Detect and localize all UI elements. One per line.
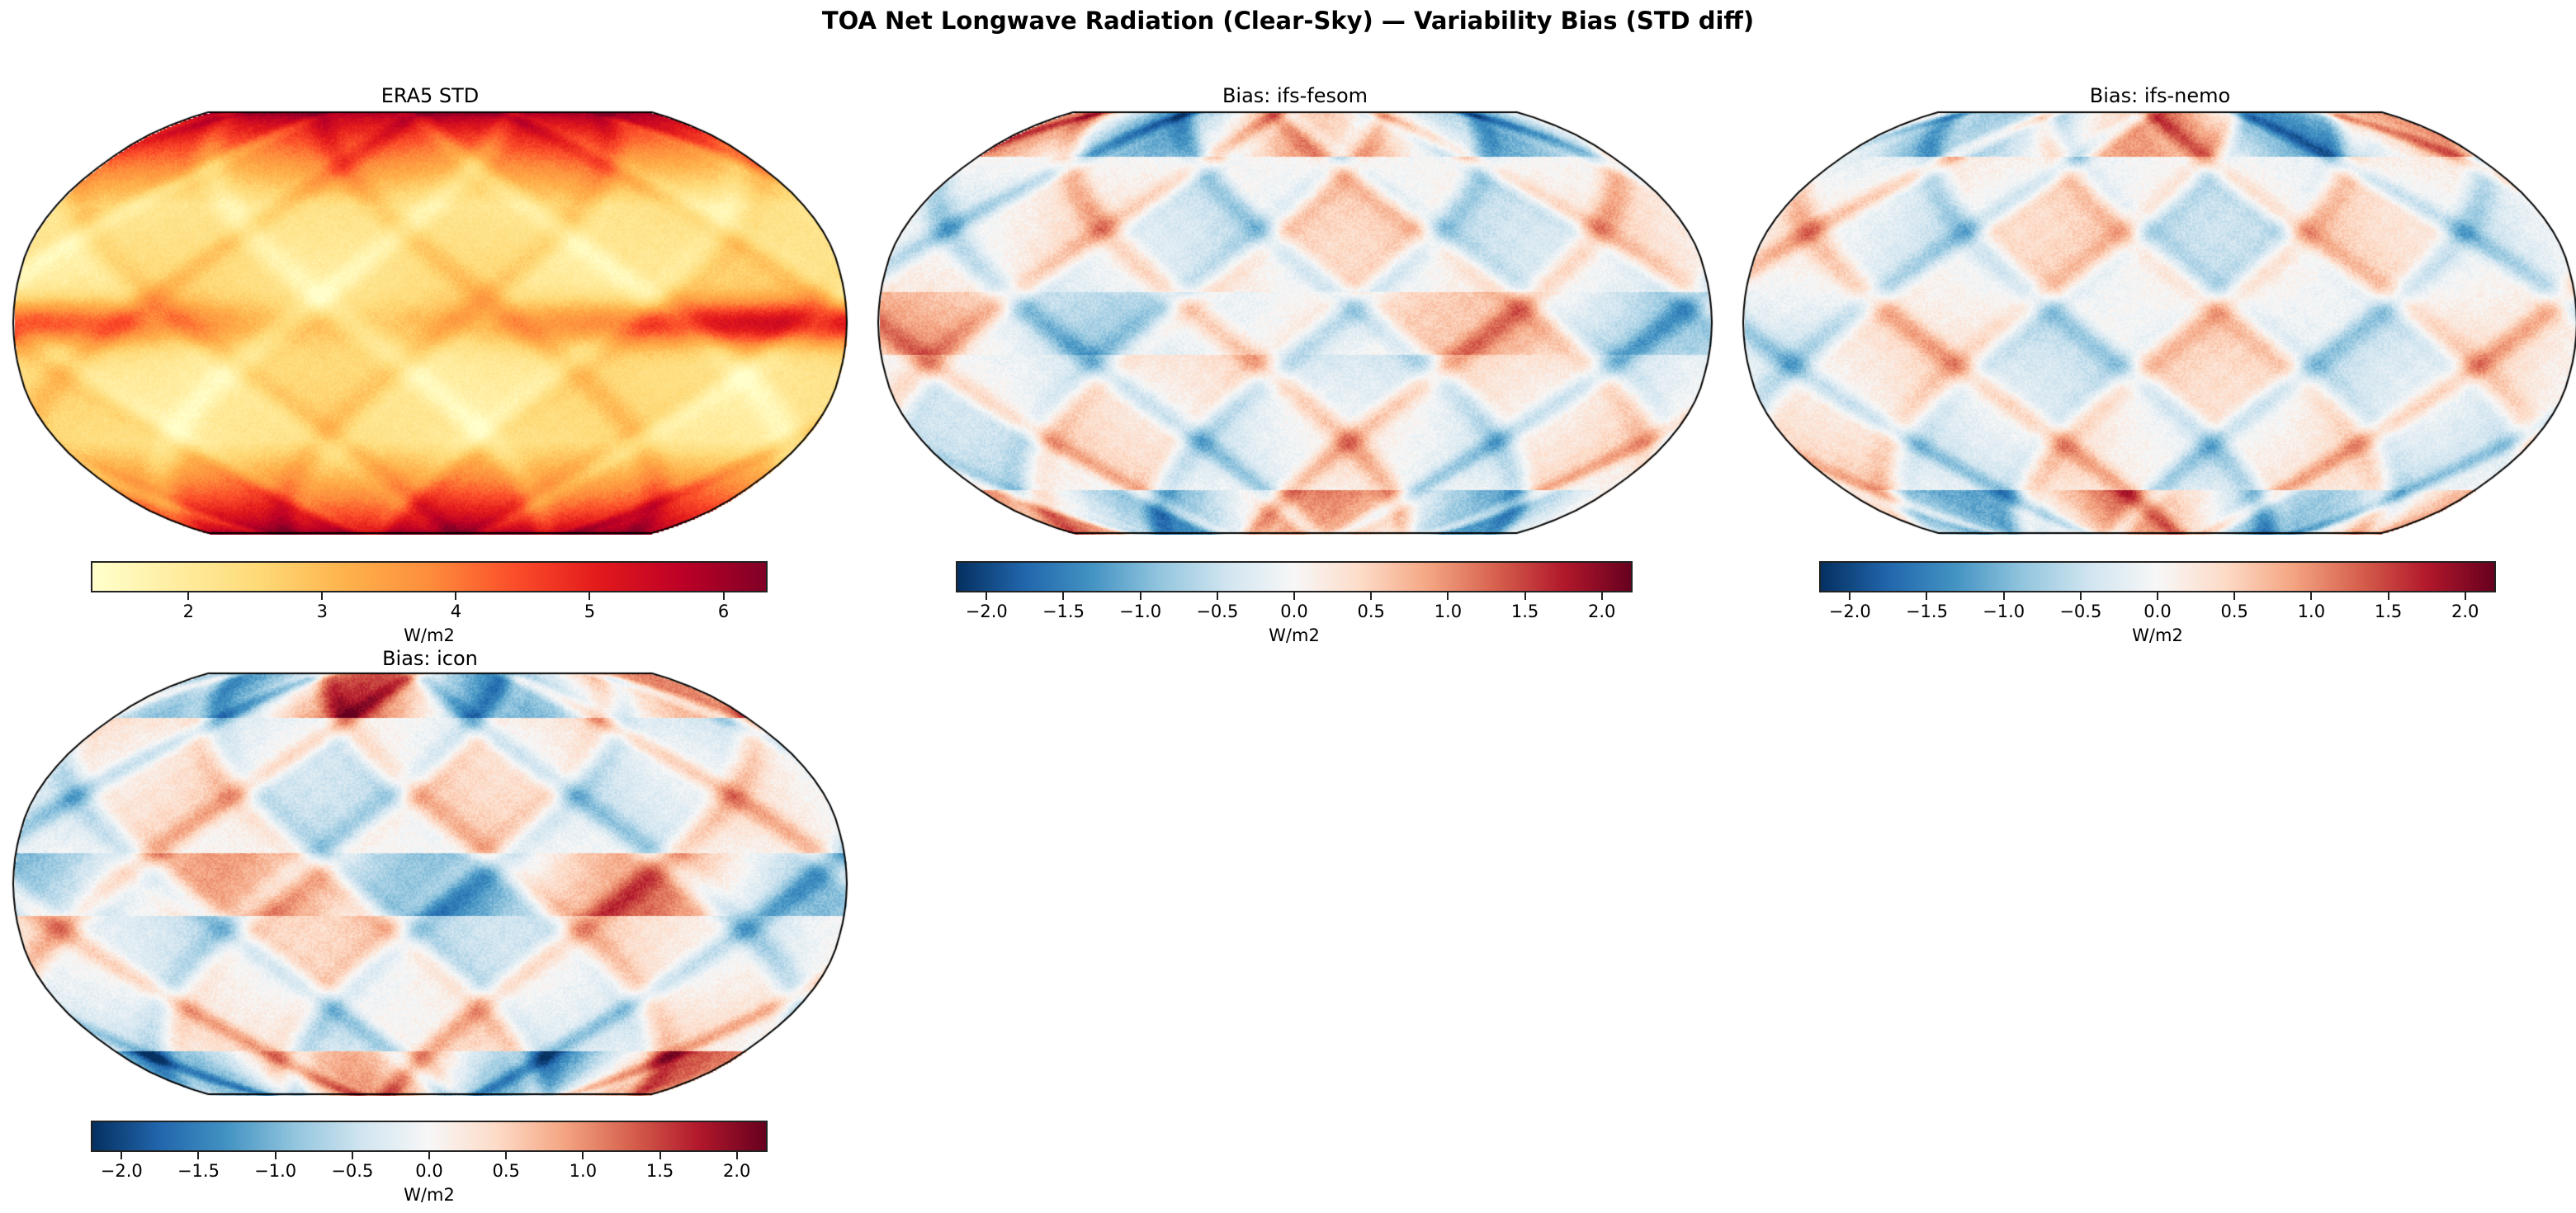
colorbar-tick-label: 5 [584,602,596,621]
colorbar-tick [321,592,324,600]
colorbar-tick [121,1152,123,1159]
colorbar-tick-label: −1.0 [254,1161,297,1181]
colorbar-tick [2157,592,2158,600]
colorbar-tick-label: 3 [316,602,328,621]
colorbar-tick [1849,592,1851,600]
colorbar-tick [187,592,190,600]
panel-title: ERA5 STD [380,84,480,107]
panel-title: Bias: ifs-nemo [2089,84,2231,107]
colorbar-tick [274,1152,277,1159]
colorbar-tick [197,1152,200,1159]
map-heatmap-4 [12,672,848,1096]
colorbar-tick [351,1152,353,1159]
map-heatmap-1 [12,111,848,535]
colorbar-tick [2464,592,2466,600]
colorbar-tick-label: −1.5 [177,1161,220,1181]
colorbar-label: W/m2 [404,625,455,645]
colorbar-tick-label: −0.5 [2059,602,2102,621]
colorbar-tick-label: −1.0 [1983,602,2025,621]
colorbar-tick [2387,592,2389,600]
colorbar-tick [1447,592,1449,600]
colorbar-tick-label: 1.5 [645,1161,674,1181]
colorbar [1819,561,2496,592]
colorbar-tick-label: 2.0 [2451,602,2479,621]
colorbar-tick [1600,592,1603,600]
colorbar [956,561,1633,592]
colorbar-tick-label: 2.0 [723,1161,751,1181]
colorbar-tick [735,1152,738,1159]
panel-title: Bias: icon [382,647,478,670]
colorbar-tick-label: 0.5 [2220,602,2248,621]
colorbar-tick [722,592,725,600]
colorbar-tick-label: −1.5 [1905,602,1948,621]
colorbar-tick-label: 1.0 [2297,602,2326,621]
colorbar-tick-label: −2.0 [100,1161,143,1181]
colorbar-tick-label: 4 [450,602,462,621]
colorbar-tick-label: 0.0 [415,1161,443,1181]
colorbar [91,561,768,592]
colorbar-tick [2002,592,2005,600]
colorbar-tick [2233,592,2236,600]
colorbar-tick [1216,592,1218,600]
colorbar-tick [588,592,591,600]
colorbar-tick [1370,592,1373,600]
colorbar-tick [2079,592,2082,600]
colorbar-tick-label: 2 [182,602,194,621]
panel-title: Bias: ifs-fesom [1222,84,1368,107]
colorbar-tick [455,592,457,600]
colorbar-tick-label: −0.5 [331,1161,374,1181]
figure-title: TOA Net Longwave Radiation (Clear-Sky) —… [821,7,1755,35]
colorbar-tick [2310,592,2313,600]
colorbar-label: W/m2 [2132,625,2183,645]
colorbar-tick [428,1152,430,1159]
colorbar-tick-label: −1.5 [1042,602,1085,621]
colorbar-tick [1062,592,1065,600]
colorbar-tick-label: 2.0 [1588,602,1616,621]
colorbar-label: W/m2 [1269,625,1320,645]
colorbar [91,1121,768,1152]
colorbar-tick-label: 1.0 [1434,602,1463,621]
colorbar-tick [1293,592,1295,600]
colorbar-tick-label: 0.0 [2144,602,2172,621]
colorbar-tick [1139,592,1141,600]
colorbar-tick [1926,592,1928,600]
colorbar-tick-label: 0.5 [1357,602,1385,621]
colorbar-tick [582,1152,584,1159]
colorbar-tick-label: 0.5 [492,1161,520,1181]
colorbar-tick-label: −1.0 [1119,602,1162,621]
colorbar-tick-label: −0.5 [1196,602,1239,621]
colorbar-tick-label: 6 [717,602,730,621]
colorbar-tick [985,592,988,600]
colorbar-tick-label: 1.5 [2374,602,2403,621]
colorbar-tick-label: 1.0 [569,1161,598,1181]
colorbar-tick [659,1152,661,1159]
colorbar-label: W/m2 [404,1185,455,1205]
colorbar-tick-label: −2.0 [965,602,1008,621]
colorbar-tick-label: 1.5 [1510,602,1539,621]
colorbar-tick-label: −2.0 [1828,602,1871,621]
colorbar-tick-label: 0.0 [1280,602,1308,621]
map-heatmap-2 [877,111,1713,535]
map-heatmap-3 [1742,111,2576,535]
colorbar-tick [505,1152,508,1159]
colorbar-tick [1524,592,1526,600]
